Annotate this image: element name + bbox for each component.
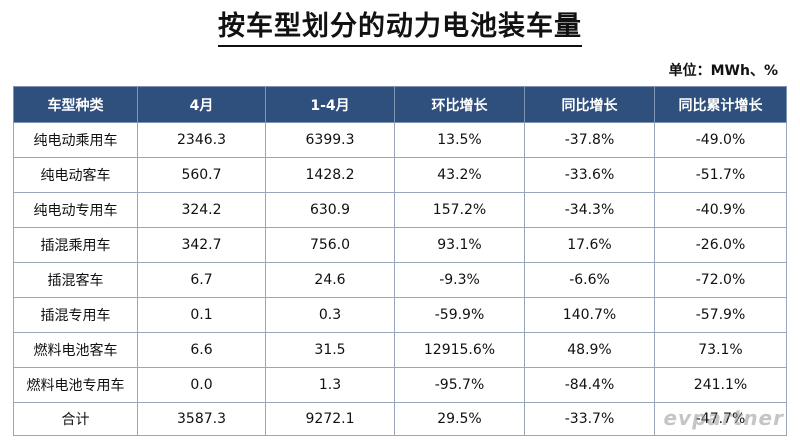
- cell-yoy-cumulative-growth: -57.9%: [654, 297, 787, 333]
- cell-jan-apr: 0.3: [265, 297, 395, 333]
- header-april: 4月: [137, 86, 266, 123]
- cell-jan-apr: 24.6: [265, 262, 395, 298]
- cell-jan-apr: 1428.2: [265, 157, 395, 193]
- header-jan-apr: 1-4月: [265, 86, 395, 123]
- cell-mom-growth: -95.7%: [394, 367, 525, 403]
- table-header-row: 车型种类 4月 1-4月 环比增长 同比增长 同比累计增长: [13, 86, 787, 123]
- cell-mom-growth: 29.5%: [394, 402, 525, 436]
- cell-april: 342.7: [137, 227, 266, 263]
- cell-jan-apr: 1.3: [265, 367, 395, 403]
- cell-april: 2346.3: [137, 122, 266, 158]
- table-row: 燃料电池客车 6.6 31.5 12915.6% 48.9% 73.1%: [13, 332, 787, 368]
- cell-mom-growth: -9.3%: [394, 262, 525, 298]
- table-row: 纯电动乘用车 2346.3 6399.3 13.5% -37.8% -49.0%: [13, 122, 787, 158]
- cell-vehicle-type: 合计: [13, 402, 138, 436]
- cell-mom-growth: 13.5%: [394, 122, 525, 158]
- cell-april: 6.6: [137, 332, 266, 368]
- header-yoy-cumulative-growth: 同比累计增长: [654, 86, 787, 123]
- cell-mom-growth: 12915.6%: [394, 332, 525, 368]
- header-yoy-growth: 同比增长: [524, 86, 655, 123]
- cell-vehicle-type: 纯电动专用车: [13, 192, 138, 228]
- cell-jan-apr: 6399.3: [265, 122, 395, 158]
- table-row: 纯电动专用车 324.2 630.9 157.2% -34.3% -40.9%: [13, 192, 787, 228]
- table-row: 插混乘用车 342.7 756.0 93.1% 17.6% -26.0%: [13, 227, 787, 263]
- table-row: 插混专用车 0.1 0.3 -59.9% 140.7% -57.9%: [13, 297, 787, 333]
- cell-mom-growth: 157.2%: [394, 192, 525, 228]
- cell-april: 3587.3: [137, 402, 266, 436]
- cell-vehicle-type: 燃料电池专用车: [13, 367, 138, 403]
- cell-yoy-cumulative-growth: -26.0%: [654, 227, 787, 263]
- cell-april: 0.0: [137, 367, 266, 403]
- cell-mom-growth: -59.9%: [394, 297, 525, 333]
- cell-april: 0.1: [137, 297, 266, 333]
- cell-yoy-growth: 48.9%: [524, 332, 655, 368]
- cell-vehicle-type: 插混乘用车: [13, 227, 138, 263]
- cell-yoy-cumulative-growth: -49.0%: [654, 122, 787, 158]
- cell-jan-apr: 756.0: [265, 227, 395, 263]
- cell-vehicle-type: 燃料电池客车: [13, 332, 138, 368]
- cell-yoy-cumulative-growth: -47.7%: [654, 402, 787, 436]
- cell-mom-growth: 43.2%: [394, 157, 525, 193]
- cell-april: 560.7: [137, 157, 266, 193]
- header-mom-growth: 环比增长: [394, 86, 525, 123]
- cell-yoy-growth: -33.7%: [524, 402, 655, 436]
- cell-yoy-cumulative-growth: 73.1%: [654, 332, 787, 368]
- cell-yoy-growth: 140.7%: [524, 297, 655, 333]
- cell-april: 6.7: [137, 262, 266, 298]
- cell-yoy-growth: -37.8%: [524, 122, 655, 158]
- cell-yoy-cumulative-growth: -51.7%: [654, 157, 787, 193]
- cell-yoy-growth: -84.4%: [524, 367, 655, 403]
- cell-vehicle-type: 纯电动乘用车: [13, 122, 138, 158]
- cell-yoy-growth: 17.6%: [524, 227, 655, 263]
- unit-label: 单位：MWh、%: [668, 63, 778, 79]
- page-title: 按车型划分的动力电池装车量: [0, 10, 800, 47]
- battery-installation-table: 车型种类 4月 1-4月 环比增长 同比增长 同比累计增长 纯电动乘用车 234…: [13, 86, 787, 436]
- cell-yoy-growth: -6.6%: [524, 262, 655, 298]
- table-row: 燃料电池专用车 0.0 1.3 -95.7% -84.4% 241.1%: [13, 367, 787, 403]
- cell-vehicle-type: 插混客车: [13, 262, 138, 298]
- cell-yoy-cumulative-growth: -72.0%: [654, 262, 787, 298]
- cell-vehicle-type: 纯电动客车: [13, 157, 138, 193]
- cell-yoy-cumulative-growth: -40.9%: [654, 192, 787, 228]
- watermark-logo: evpartner: [663, 406, 784, 430]
- cell-yoy-growth: -34.3%: [524, 192, 655, 228]
- cell-yoy-cumulative-growth: 241.1%: [654, 367, 787, 403]
- cell-jan-apr: 630.9: [265, 192, 395, 228]
- cell-yoy-growth: -33.6%: [524, 157, 655, 193]
- cell-vehicle-type: 插混专用车: [13, 297, 138, 333]
- cell-jan-apr: 9272.1: [265, 402, 395, 436]
- table-row: 插混客车 6.7 24.6 -9.3% -6.6% -72.0%: [13, 262, 787, 298]
- table-total-row: 合计 3587.3 9272.1 29.5% -33.7% -47.7%: [13, 402, 787, 436]
- table-row: 纯电动客车 560.7 1428.2 43.2% -33.6% -51.7%: [13, 157, 787, 193]
- cell-jan-apr: 31.5: [265, 332, 395, 368]
- cell-mom-growth: 93.1%: [394, 227, 525, 263]
- header-vehicle-type: 车型种类: [13, 86, 138, 123]
- page-title-text: 按车型划分的动力电池装车量: [218, 10, 582, 47]
- cell-april: 324.2: [137, 192, 266, 228]
